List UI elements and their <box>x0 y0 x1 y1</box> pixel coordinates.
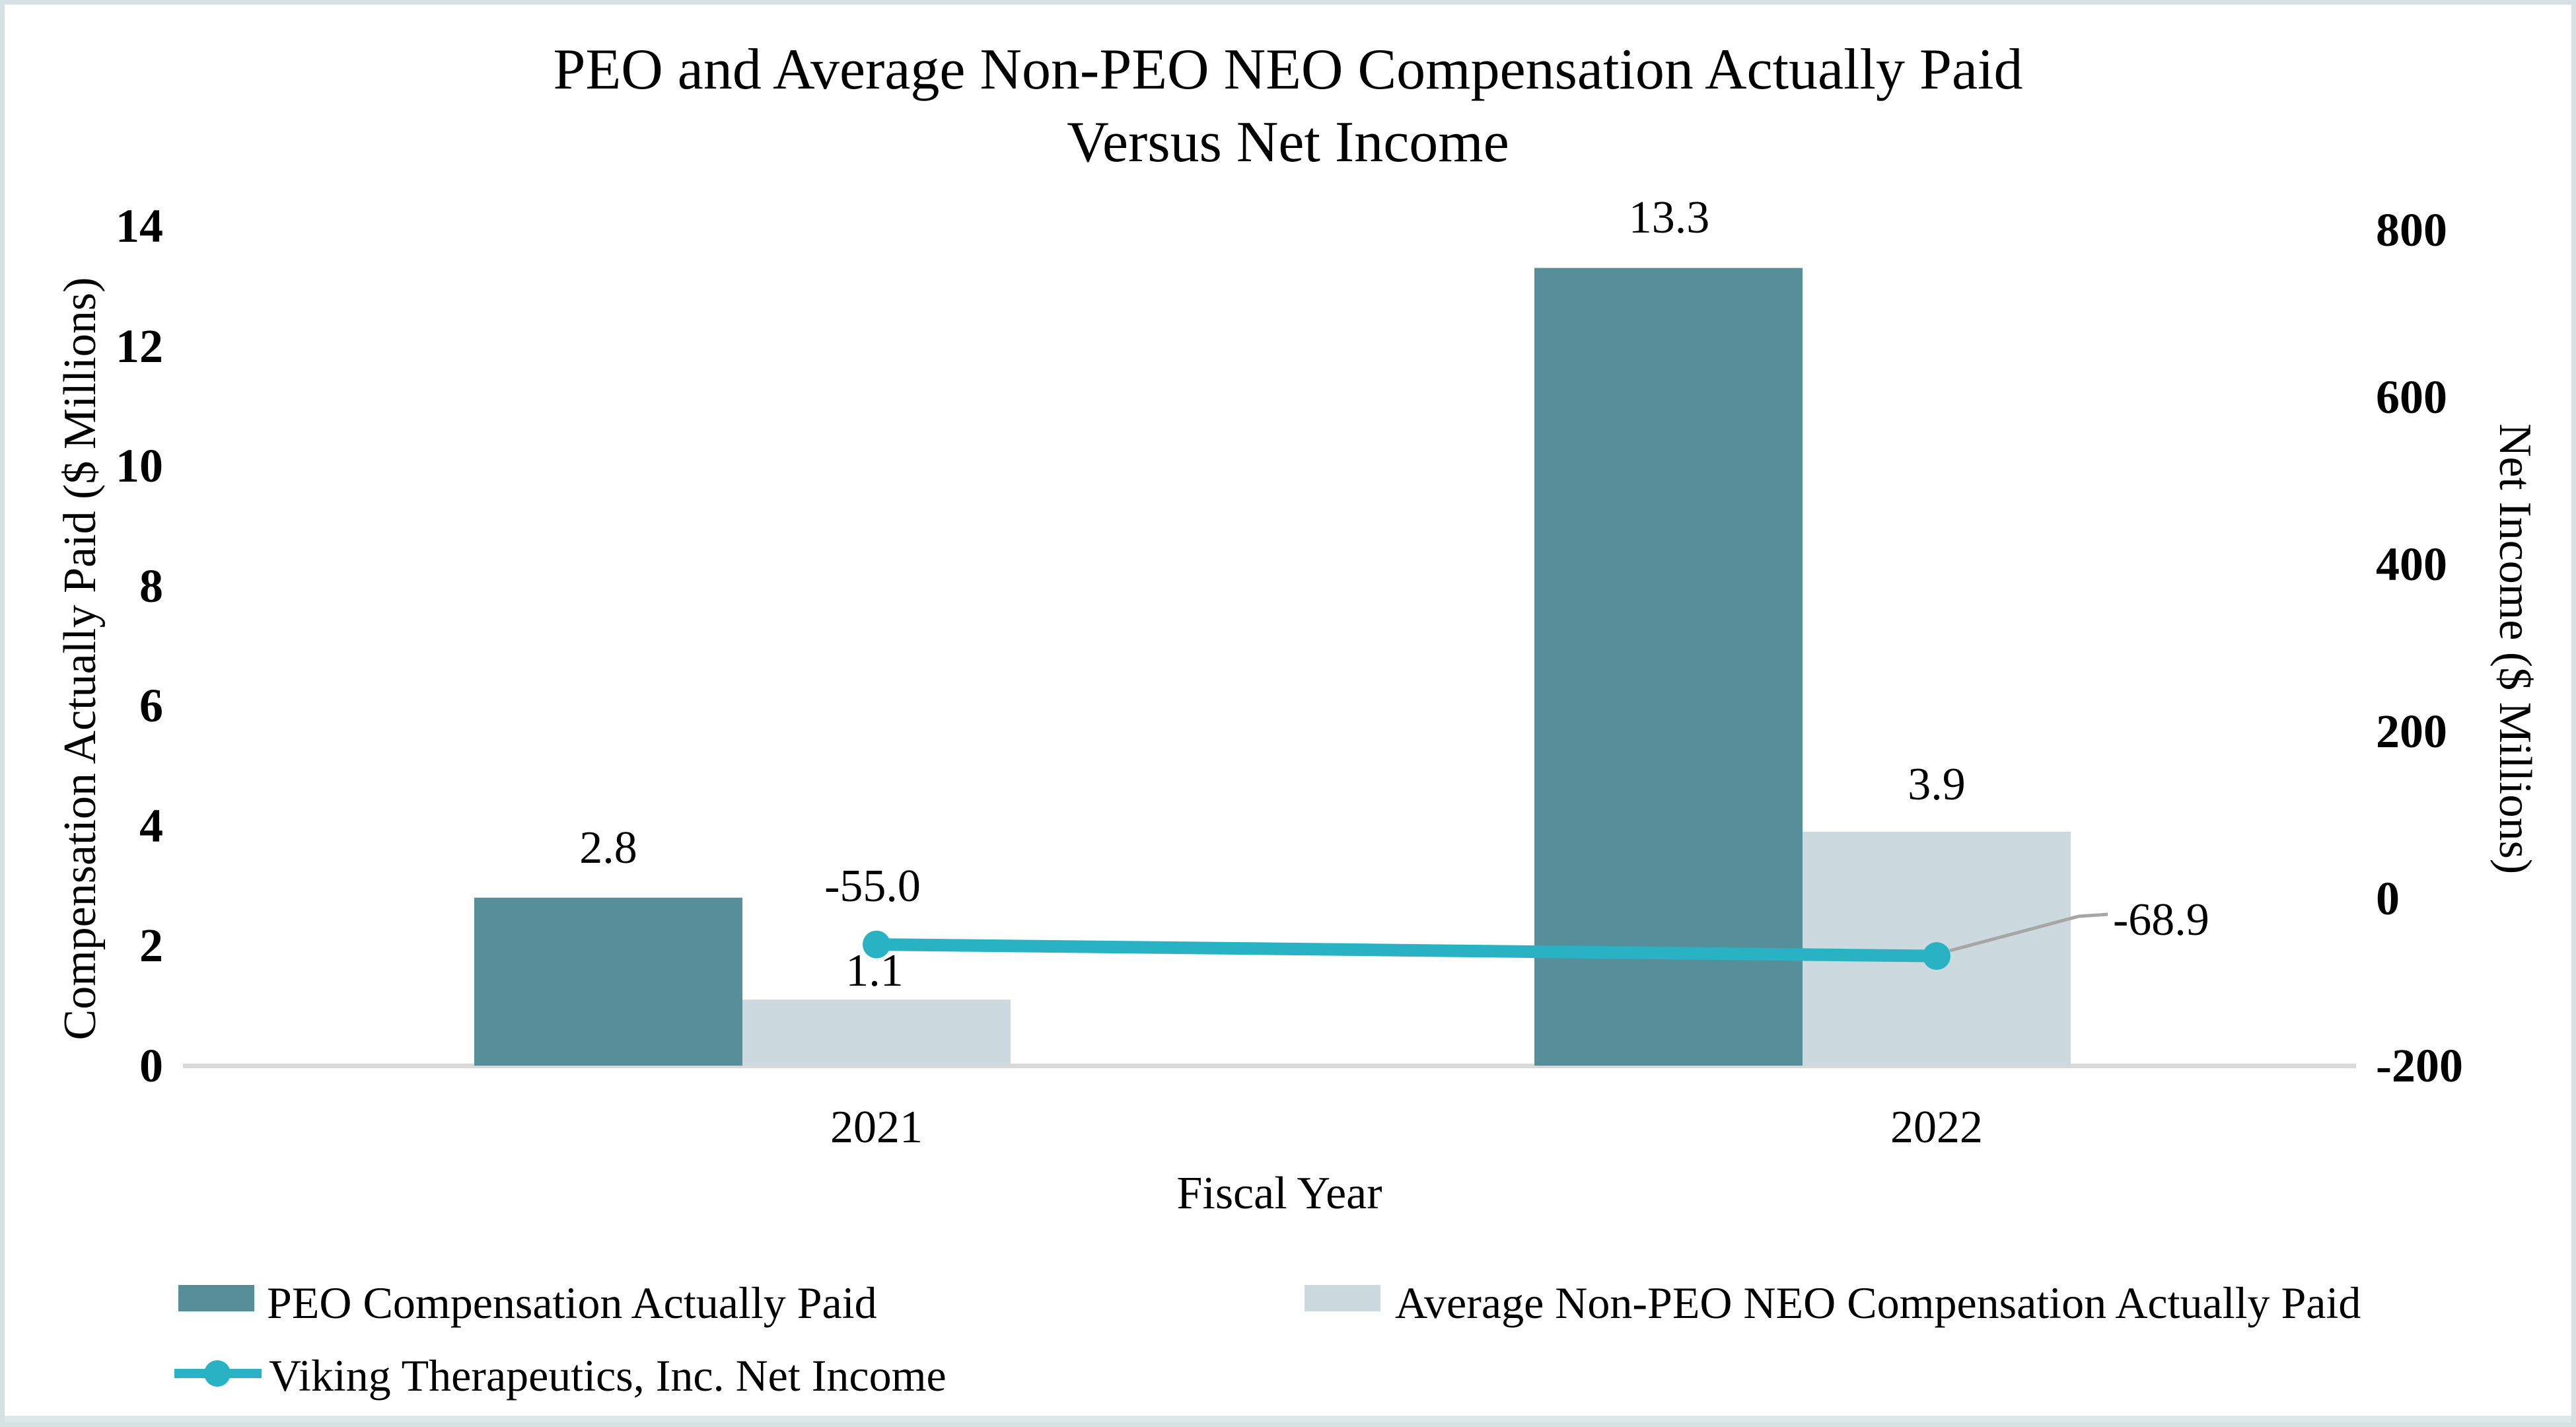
data-label-nonpeo-2021: 1.1 <box>845 945 904 996</box>
chart-title-line-1: PEO and Average Non-PEO NEO Compensation… <box>553 38 2023 102</box>
x-axis-line <box>183 1064 2356 1068</box>
legend-marker-icon <box>204 1360 231 1387</box>
chart-title-line-2: Versus Net Income <box>1067 110 1509 174</box>
legend-swatch-peo <box>178 1285 254 1311</box>
data-label-peo-2021: 2.8 <box>579 823 637 873</box>
x-tick-2021: 2021 <box>830 1102 923 1153</box>
leader-line <box>1949 912 2108 953</box>
left-tick-12: 12 <box>116 320 163 373</box>
chart-title: PEO and Average Non-PEO NEO Compensation… <box>5 34 2571 179</box>
x-tick-2022: 2022 <box>1890 1102 1983 1153</box>
left-tick-8: 8 <box>139 560 163 612</box>
plot-canvas <box>183 268 2356 1068</box>
right-tick-400: 400 <box>2376 538 2447 591</box>
right-tick-0: 0 <box>2376 872 2400 925</box>
data-label-netincome-2022: -68.9 <box>2113 895 2209 945</box>
left-tick-10: 10 <box>116 439 163 492</box>
right-tick-200: 200 <box>2376 705 2447 758</box>
left-tick-2: 2 <box>139 919 163 972</box>
right-tick-800: 800 <box>2376 203 2447 256</box>
net-income-marker-2021 <box>863 930 890 959</box>
net-income-marker-2022 <box>1923 942 1950 970</box>
data-label-peo-2022: 13.3 <box>1628 192 1710 243</box>
left-tick-0: 0 <box>139 1039 163 1092</box>
x-axis-title: Fiscal Year <box>1176 1168 1382 1219</box>
right-tick-neg200: -200 <box>2376 1039 2463 1092</box>
data-label-netincome-2021: -55.0 <box>824 861 921 912</box>
left-tick-4: 4 <box>139 799 163 852</box>
legend-label-nonpeo: Average Non-PEO NEO Compensation Actuall… <box>1395 1278 2361 1328</box>
data-label-nonpeo-2022: 3.9 <box>1908 759 1966 810</box>
bar-nonpeo-2021 <box>742 1000 1011 1066</box>
bottom-strip <box>5 1416 2571 1422</box>
left-tick-14: 14 <box>116 200 163 252</box>
net-income-line <box>876 938 1937 963</box>
legend-label-peo: PEO Compensation Actually Paid <box>267 1278 877 1328</box>
left-tick-6: 6 <box>139 679 163 732</box>
bar-peo-2022 <box>1534 268 1803 1066</box>
legend-label-netincome: Viking Therapeutics, Inc. Net Income <box>269 1350 947 1401</box>
right-tick-600: 600 <box>2376 371 2447 423</box>
legend-swatch-nonpeo <box>1305 1285 1380 1311</box>
bar-peo-2021 <box>474 897 742 1066</box>
